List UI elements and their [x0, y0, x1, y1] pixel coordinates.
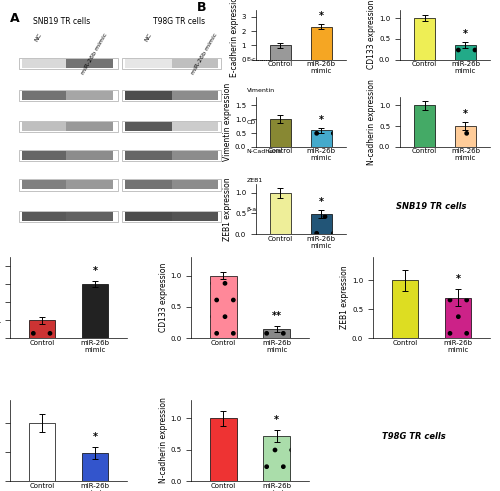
Y-axis label: CD133 expression: CD133 expression [158, 263, 168, 332]
Bar [28, 423, 55, 481]
Y-axis label: ZEB1 expression: ZEB1 expression [340, 266, 349, 329]
Text: ZEB1: ZEB1 [246, 178, 262, 183]
Text: E-cadherin: E-cadherin [246, 56, 280, 62]
FancyBboxPatch shape [66, 151, 113, 160]
Y-axis label: CD133 expression: CD133 expression [367, 0, 376, 69]
Bar [414, 106, 434, 147]
FancyBboxPatch shape [124, 212, 172, 221]
FancyBboxPatch shape [66, 91, 113, 100]
Text: *: * [319, 197, 324, 207]
Bar [455, 126, 475, 147]
Y-axis label: ZEB1 expression: ZEB1 expression [223, 178, 232, 241]
FancyBboxPatch shape [124, 151, 172, 160]
Bar [122, 179, 220, 191]
Bar [311, 215, 332, 234]
Text: Vimentin: Vimentin [246, 88, 274, 93]
Text: A: A [10, 12, 20, 25]
Text: T98G TR cells: T98G TR cells [382, 432, 446, 441]
FancyBboxPatch shape [22, 151, 68, 160]
Bar [122, 211, 220, 222]
FancyBboxPatch shape [124, 91, 172, 100]
FancyBboxPatch shape [172, 59, 218, 68]
Text: SNB19 TR cells: SNB19 TR cells [33, 17, 90, 26]
Text: N-Cadherin: N-Cadherin [246, 149, 282, 154]
Text: miR-26b mimic: miR-26b mimic [190, 32, 218, 76]
Bar [270, 192, 290, 234]
Y-axis label: E-cadherin expression: E-cadherin expression [230, 0, 239, 77]
Text: NC: NC [144, 32, 152, 43]
Text: T98G TR cells: T98G TR cells [152, 17, 204, 26]
FancyBboxPatch shape [22, 212, 68, 221]
Text: *: * [274, 415, 279, 425]
Bar [82, 284, 108, 338]
Bar [82, 453, 108, 481]
Bar [122, 89, 220, 101]
Text: *: * [92, 266, 98, 276]
Bar [270, 46, 290, 60]
Text: *: * [92, 433, 98, 442]
FancyBboxPatch shape [66, 212, 113, 221]
Bar [122, 58, 220, 69]
FancyBboxPatch shape [66, 180, 113, 190]
Bar [20, 211, 117, 222]
Text: *: * [319, 11, 324, 22]
Bar [270, 119, 290, 147]
FancyBboxPatch shape [124, 59, 172, 68]
Text: *: * [456, 274, 460, 284]
FancyBboxPatch shape [172, 212, 218, 221]
Bar [20, 89, 117, 101]
Text: B: B [198, 1, 207, 14]
Bar [311, 131, 332, 147]
FancyBboxPatch shape [22, 180, 68, 190]
FancyBboxPatch shape [22, 122, 68, 131]
Bar [311, 27, 332, 60]
Text: **: ** [272, 311, 281, 321]
Bar [20, 150, 117, 162]
Bar [264, 329, 290, 338]
Bar [392, 280, 418, 338]
FancyBboxPatch shape [22, 91, 68, 100]
Bar [20, 58, 117, 69]
FancyBboxPatch shape [172, 91, 218, 100]
Bar [455, 45, 475, 60]
Bar [28, 320, 55, 338]
Bar [445, 298, 471, 338]
FancyBboxPatch shape [22, 59, 68, 68]
Bar [210, 418, 236, 481]
FancyBboxPatch shape [124, 180, 172, 190]
FancyBboxPatch shape [124, 122, 172, 131]
Text: CD133: CD133 [246, 119, 268, 125]
Text: NC: NC [34, 32, 42, 43]
Text: *: * [463, 109, 468, 119]
FancyBboxPatch shape [172, 122, 218, 131]
Bar [414, 18, 434, 60]
FancyBboxPatch shape [172, 151, 218, 160]
Text: SNB19 TR cells: SNB19 TR cells [396, 202, 466, 211]
Text: *: * [319, 114, 324, 125]
Bar [20, 121, 117, 132]
Y-axis label: N-cadherin expression: N-cadherin expression [367, 79, 376, 165]
Text: β-actin: β-actin [246, 207, 268, 212]
Bar [20, 179, 117, 191]
Bar [122, 121, 220, 132]
FancyBboxPatch shape [172, 180, 218, 190]
Y-axis label: N-cadherin expression: N-cadherin expression [158, 397, 168, 483]
FancyBboxPatch shape [66, 59, 113, 68]
FancyBboxPatch shape [66, 122, 113, 131]
Y-axis label: Vimentin expression: Vimentin expression [223, 83, 232, 161]
Text: miR-26b mimic: miR-26b mimic [80, 32, 108, 76]
Bar [122, 150, 220, 162]
Bar [264, 436, 290, 481]
Text: *: * [463, 29, 468, 39]
Bar [210, 275, 236, 338]
